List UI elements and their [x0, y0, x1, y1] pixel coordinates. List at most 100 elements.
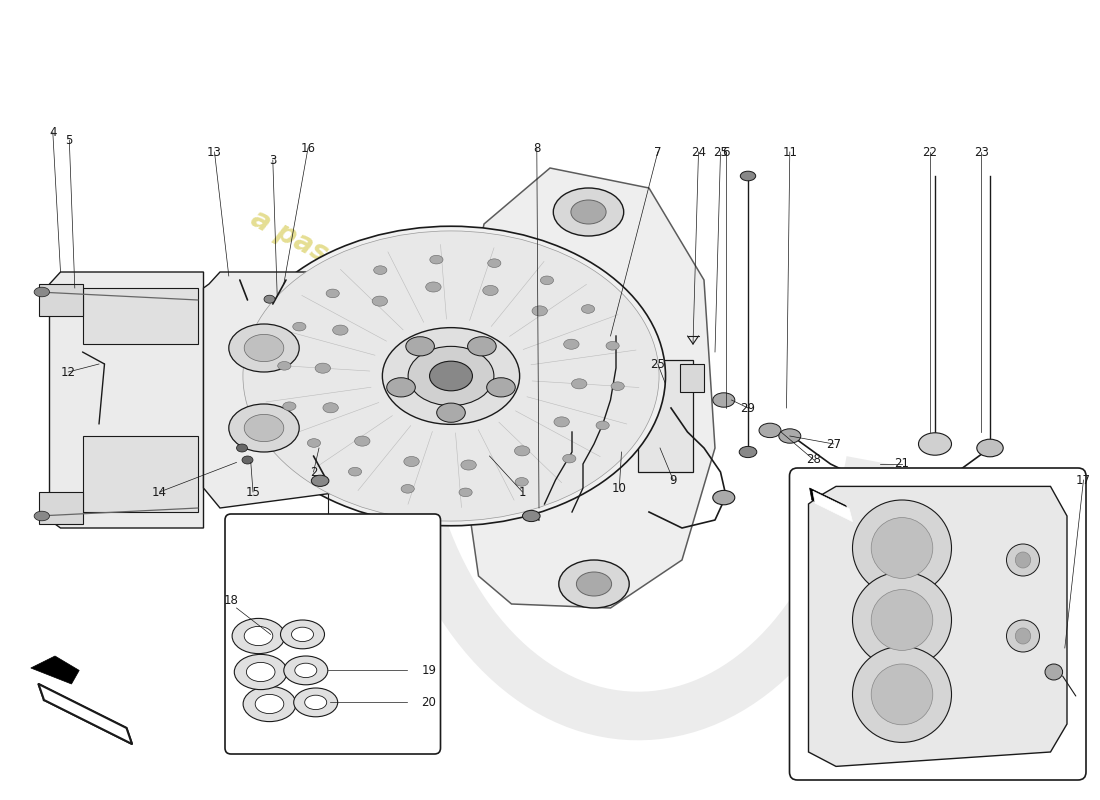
Text: 20: 20	[421, 696, 437, 709]
Ellipse shape	[759, 423, 781, 438]
Ellipse shape	[406, 337, 434, 356]
Ellipse shape	[326, 289, 339, 298]
Ellipse shape	[540, 276, 553, 285]
Ellipse shape	[559, 560, 629, 608]
FancyBboxPatch shape	[790, 468, 1086, 780]
Ellipse shape	[582, 305, 595, 314]
Ellipse shape	[515, 478, 528, 486]
Ellipse shape	[402, 485, 415, 493]
Text: 17: 17	[1076, 474, 1091, 486]
Ellipse shape	[871, 518, 933, 578]
FancyBboxPatch shape	[226, 514, 440, 754]
Ellipse shape	[295, 663, 317, 678]
Ellipse shape	[408, 346, 494, 406]
Polygon shape	[50, 272, 204, 528]
Ellipse shape	[1015, 552, 1031, 568]
Ellipse shape	[277, 362, 290, 370]
Ellipse shape	[430, 255, 443, 264]
Ellipse shape	[243, 231, 659, 521]
Ellipse shape	[553, 188, 624, 236]
Ellipse shape	[606, 342, 619, 350]
Ellipse shape	[234, 654, 287, 690]
Ellipse shape	[459, 488, 472, 497]
Ellipse shape	[977, 439, 1003, 457]
Ellipse shape	[246, 662, 275, 682]
Ellipse shape	[236, 444, 248, 452]
Ellipse shape	[307, 438, 320, 447]
Text: 1: 1	[519, 486, 526, 498]
Ellipse shape	[852, 646, 952, 742]
Text: 14: 14	[152, 486, 167, 498]
Text: 19: 19	[421, 664, 437, 677]
Text: maserati: maserati	[228, 379, 608, 453]
Text: 25: 25	[713, 146, 728, 158]
Ellipse shape	[515, 446, 530, 456]
Ellipse shape	[468, 337, 496, 356]
Text: 2: 2	[310, 466, 317, 478]
Ellipse shape	[372, 296, 387, 306]
Text: 7: 7	[654, 146, 661, 158]
Text: a passion for perfection: a passion for perfection	[246, 204, 590, 404]
Ellipse shape	[315, 363, 330, 374]
Ellipse shape	[871, 664, 933, 725]
Ellipse shape	[576, 572, 612, 596]
Ellipse shape	[429, 361, 473, 391]
Polygon shape	[808, 486, 1067, 766]
Ellipse shape	[236, 226, 666, 526]
Ellipse shape	[563, 339, 579, 350]
Ellipse shape	[1045, 664, 1063, 680]
Text: 13: 13	[207, 146, 222, 158]
Ellipse shape	[264, 295, 275, 303]
Text: 3: 3	[270, 154, 276, 166]
Polygon shape	[82, 436, 198, 512]
Text: 27: 27	[826, 438, 842, 450]
Ellipse shape	[243, 686, 296, 722]
Text: 23: 23	[974, 146, 989, 158]
Ellipse shape	[1006, 620, 1040, 652]
Ellipse shape	[918, 433, 952, 455]
Text: 22: 22	[922, 146, 937, 158]
Text: 12: 12	[60, 366, 76, 378]
Ellipse shape	[293, 322, 306, 331]
Ellipse shape	[740, 171, 756, 181]
Ellipse shape	[437, 403, 465, 422]
Ellipse shape	[294, 688, 338, 717]
Ellipse shape	[280, 620, 324, 649]
Ellipse shape	[34, 287, 50, 297]
Ellipse shape	[572, 378, 587, 389]
Ellipse shape	[311, 475, 329, 486]
Text: 4: 4	[50, 126, 56, 138]
Ellipse shape	[852, 572, 952, 668]
Text: 24: 24	[691, 146, 706, 158]
Text: 10: 10	[612, 482, 627, 494]
Ellipse shape	[596, 421, 609, 430]
Ellipse shape	[532, 306, 548, 316]
Polygon shape	[39, 492, 82, 524]
Text: 8: 8	[534, 142, 540, 154]
Polygon shape	[680, 364, 704, 392]
Polygon shape	[810, 488, 849, 518]
Ellipse shape	[487, 259, 500, 267]
Ellipse shape	[305, 695, 327, 710]
Ellipse shape	[354, 436, 370, 446]
Text: 21: 21	[894, 458, 910, 470]
Ellipse shape	[244, 334, 284, 362]
Ellipse shape	[244, 626, 273, 646]
Ellipse shape	[374, 266, 387, 274]
Ellipse shape	[554, 417, 570, 427]
Ellipse shape	[739, 446, 757, 458]
Polygon shape	[39, 284, 82, 316]
Ellipse shape	[1006, 544, 1040, 576]
Ellipse shape	[383, 328, 519, 424]
Text: 15: 15	[245, 486, 261, 498]
Text: 28: 28	[806, 454, 822, 466]
Text: 16: 16	[300, 142, 316, 154]
Ellipse shape	[244, 414, 284, 442]
Ellipse shape	[229, 324, 299, 372]
Ellipse shape	[1015, 628, 1031, 644]
Ellipse shape	[232, 618, 285, 654]
Text: 5: 5	[66, 134, 73, 146]
Ellipse shape	[522, 510, 540, 522]
Polygon shape	[39, 684, 132, 744]
Ellipse shape	[229, 404, 299, 452]
